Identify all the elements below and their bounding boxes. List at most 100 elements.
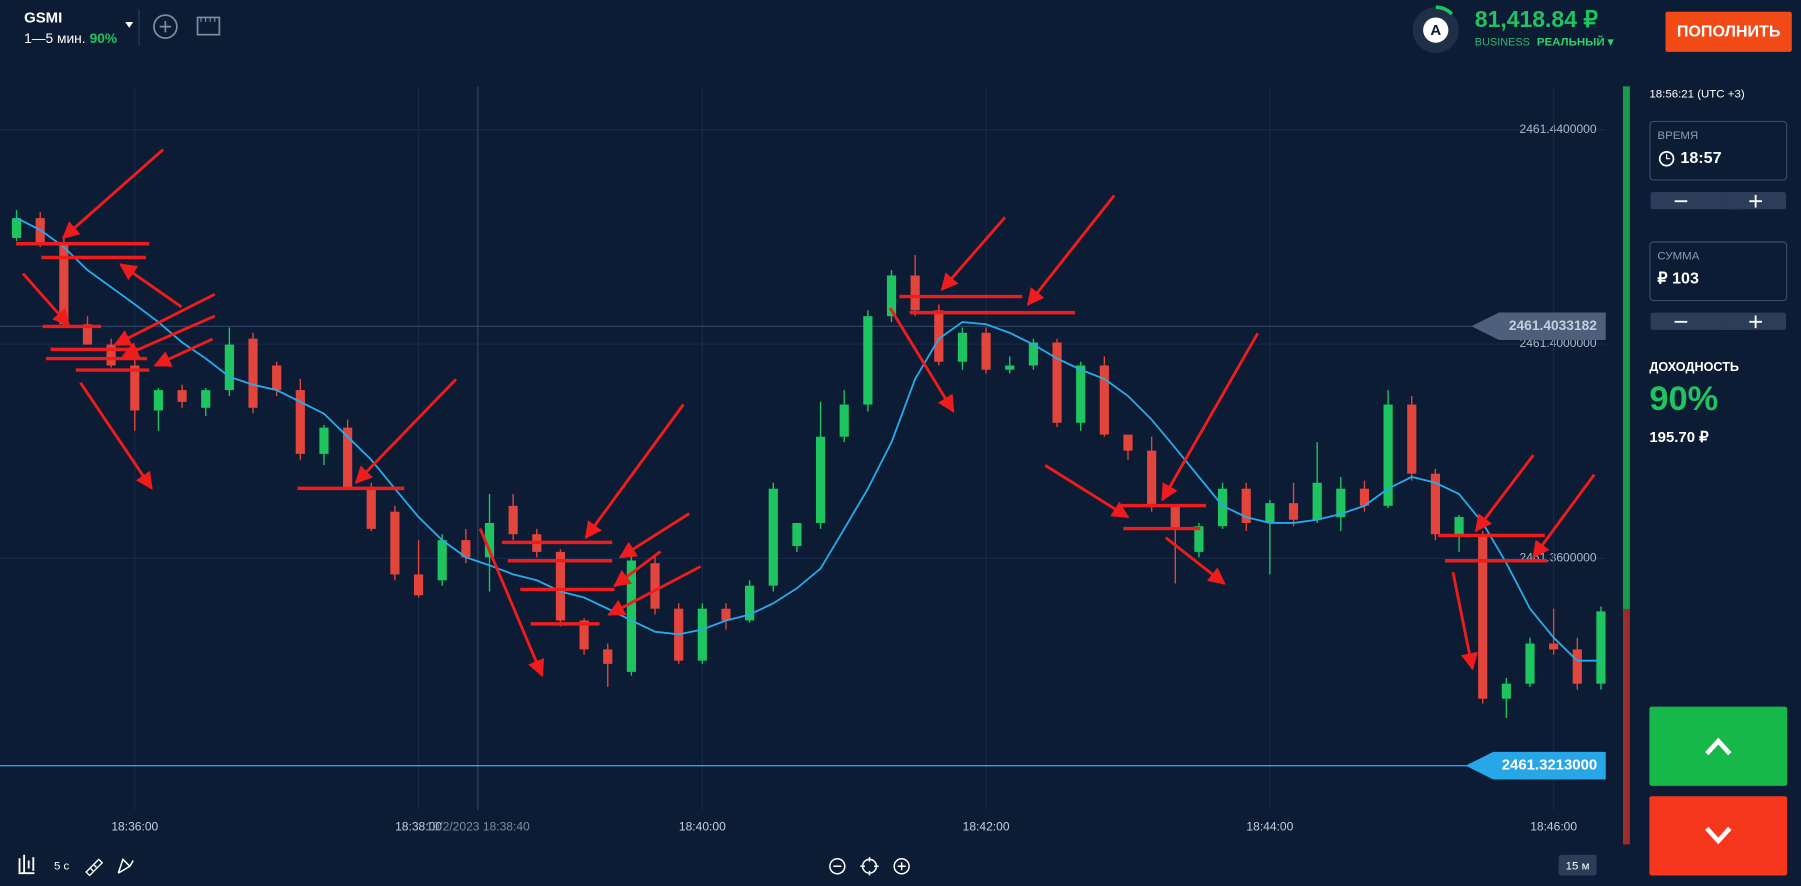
annotation-arrow [354,378,458,484]
current-price-tag [1465,751,1606,780]
annotation-arrow [113,292,216,347]
time-value: 18:57 [1680,149,1721,167]
candle-body [1194,526,1204,552]
zoom-level-badge[interactable] [1558,854,1597,876]
yield-label: ДОХОДНОСТЬ [1649,360,1739,374]
clock-hands [1666,154,1671,160]
plus-icon [1749,194,1762,208]
candle-body [1383,404,1393,506]
annotation-arrow [607,565,702,616]
candle-body [1028,342,1038,366]
reset-zoom-icon [860,857,879,876]
down-chevron [1705,826,1732,845]
add-icon [159,20,172,33]
account-mode[interactable]: РЕАЛЬНЫЙ ▾ [1537,36,1614,49]
amount-minus[interactable] [1650,312,1745,330]
asset-dropdown[interactable] [125,22,134,28]
annotation-arrow [1532,473,1596,559]
candle-body [1596,611,1606,684]
candle-body [1312,482,1322,520]
candle-body [1123,434,1133,451]
annotation-arrow [1451,571,1478,671]
expiry: 1—5 мин. [24,31,85,46]
candle-body [1170,505,1180,529]
candle-body [272,365,282,391]
candle-body [934,310,944,362]
candle-body [1430,473,1441,535]
annotation-arrow [478,528,545,678]
time-minus[interactable] [1650,192,1745,210]
annotation-arrow [121,314,216,358]
asset-name[interactable]: GSMI [24,10,62,27]
annotation-arrow [1474,454,1535,533]
annotations [16,148,1596,678]
candle-body [461,540,471,558]
x-tick-label: 18:36:00 [111,819,158,833]
time-label: ВРЕМЯ [1657,130,1698,142]
candle-body [1525,643,1535,684]
candle-body [1217,488,1228,527]
candle-body [106,344,116,366]
candle-body [177,390,187,402]
current-price-label: 2461.3213000 [1502,757,1597,774]
call-button[interactable] [1649,706,1788,786]
put-button[interactable] [1649,796,1788,876]
candle-body [59,243,69,325]
annotation-arrow [1044,464,1130,519]
layout-icon [200,17,216,23]
annotation-arrow [1164,536,1226,585]
candle-body [413,574,424,596]
deposit-button[interactable] [1665,11,1792,52]
annotation-arrow [888,307,955,413]
candle-body [1478,534,1488,699]
draw-button[interactable] [117,857,134,874]
candle-body [1147,450,1157,506]
candle-body [11,218,22,238]
candle-body [343,427,353,489]
layout-button[interactable] [196,16,221,36]
up-chevron [1705,737,1732,756]
candle-body [957,332,968,362]
x-tick-label: 18:38:00 [395,819,442,833]
candle-body [319,427,329,454]
candle-body [1076,365,1086,423]
x-tick-label: 18:44:00 [1246,819,1293,833]
zoom-out-button[interactable] [829,858,846,875]
annotation-arrow [618,512,690,559]
amount-box[interactable] [1649,241,1788,302]
zoom-in-button[interactable] [893,858,910,875]
amount-value: ₽ 103 [1657,270,1699,288]
annotation-arrow [940,216,1007,291]
x-tick-label: 18:46:00 [1530,819,1577,833]
annotation-arrow [1161,332,1259,502]
time-box[interactable] [1649,120,1788,181]
add-asset-button[interactable] [153,14,178,39]
annotation-arrow [119,263,183,309]
annotation-arrow [613,550,662,588]
ruler-button[interactable] [85,858,104,877]
timeframe[interactable]: 5 c [54,860,70,872]
candle-body [508,505,518,535]
candle-body [745,585,755,621]
balance: 81,418.84 ₽ [1475,6,1599,32]
candle-body [626,560,636,672]
candle-body [1549,643,1559,650]
candle-body [130,365,140,411]
deposit-label: ПОПОЛНИТЬ [1677,23,1781,41]
avatar-progress [1435,5,1454,16]
clock-icon [1658,150,1675,167]
candle-body [1005,365,1015,370]
candle-body [201,390,211,408]
avatar[interactable] [1423,17,1449,43]
candle-body [792,522,802,547]
annotation-arrow [21,272,71,327]
account-type: BUSINESS [1475,37,1530,49]
candle-body [366,488,376,529]
annotation-arrow [153,337,214,367]
plus-icon [1749,315,1762,329]
chart-type-button[interactable] [18,854,35,875]
candle-body [1407,404,1417,474]
candle-body [768,488,778,586]
avatar-letter: A [1430,22,1441,39]
